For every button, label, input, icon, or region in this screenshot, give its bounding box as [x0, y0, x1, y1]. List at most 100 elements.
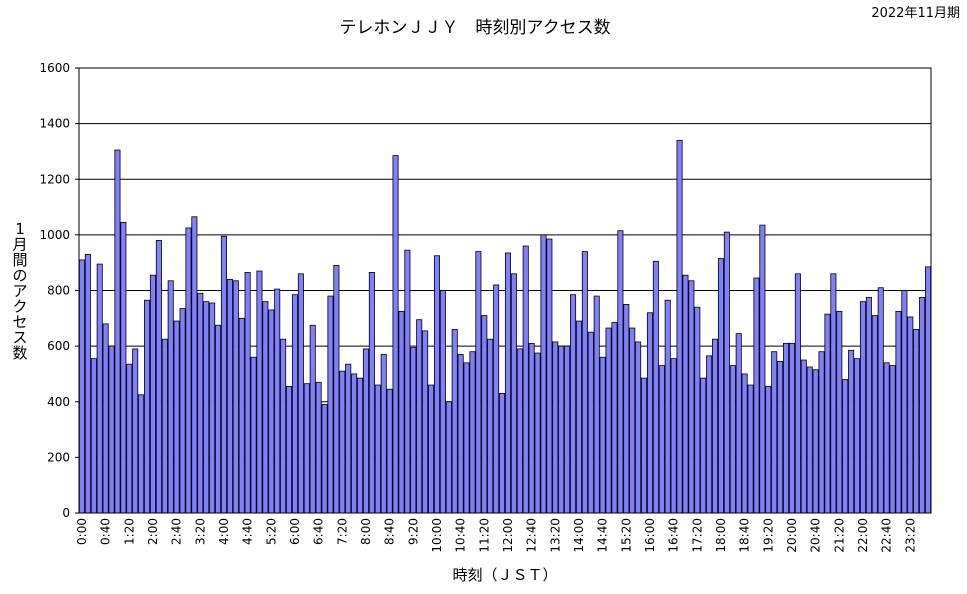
- bar: [646, 312, 653, 514]
- bar: [913, 329, 920, 514]
- chart-title: テレホンＪＪＹ 時刻別アクセス数: [339, 18, 610, 38]
- x-tick-label: 20:00: [785, 518, 799, 553]
- bar: [812, 369, 819, 514]
- x-tick-label: 17:20: [690, 518, 704, 553]
- bar: [268, 309, 275, 514]
- bar: [469, 351, 476, 514]
- bar: [238, 317, 245, 514]
- bar: [149, 274, 156, 514]
- y-axis-title-char: 1: [15, 220, 25, 238]
- period-label: 2022年11月期: [871, 6, 960, 21]
- bar: [889, 365, 896, 514]
- bar: [286, 386, 293, 514]
- bar: [788, 342, 795, 514]
- bar: [877, 287, 884, 514]
- bar: [570, 294, 577, 514]
- bar: [244, 272, 251, 514]
- x-tick-label: 13:20: [548, 518, 562, 553]
- bar: [735, 333, 742, 514]
- bar: [859, 301, 866, 514]
- y-axis-title-char: ク: [12, 298, 27, 316]
- x-axis-ticks: 0:00 0:40 1:20 2:00 2:40 3:20 4:00 4:40 5:20 6:00…: [75, 518, 917, 553]
- x-tick-label: 21:20: [832, 518, 846, 553]
- bar: [392, 155, 399, 514]
- bar: [345, 363, 352, 514]
- bar: [753, 277, 760, 514]
- bar: [256, 270, 263, 514]
- x-tick-label: 10:40: [454, 518, 468, 553]
- bar: [404, 249, 411, 514]
- y-axis-title-char: の: [12, 267, 27, 285]
- bar: [895, 310, 902, 514]
- bar: [510, 273, 517, 514]
- x-axis-title: 時刻（ＪＳＴ）: [452, 566, 557, 584]
- bar: [747, 384, 754, 514]
- x-tick-label: 8:40: [383, 518, 397, 545]
- bar: [374, 384, 381, 514]
- bar: [516, 348, 523, 514]
- x-tick-label: 23:20: [903, 518, 917, 553]
- bar: [907, 316, 914, 514]
- bar: [274, 288, 281, 514]
- x-tick-label: 14:40: [596, 518, 610, 553]
- x-tick-label: 1:20: [122, 518, 136, 545]
- bar: [794, 273, 801, 514]
- bar: [676, 139, 683, 514]
- x-tick-label: 11:20: [477, 518, 491, 553]
- bar: [587, 331, 594, 514]
- bar: [605, 327, 612, 514]
- bar: [575, 320, 582, 514]
- bar: [842, 379, 849, 514]
- x-tick-label: 20:40: [809, 518, 823, 553]
- bar: [422, 330, 429, 514]
- bar: [836, 310, 843, 514]
- bar: [303, 383, 310, 514]
- x-tick-label: 18:00: [714, 518, 728, 553]
- x-tick-label: 22:40: [880, 518, 894, 553]
- bar: [250, 356, 257, 514]
- bar: [179, 308, 186, 514]
- bar: [380, 354, 387, 514]
- bar: [599, 356, 606, 514]
- bar: [132, 348, 139, 514]
- bar: [126, 363, 133, 514]
- bar: [670, 358, 677, 514]
- y-axis-title-char: ア: [12, 282, 27, 300]
- y-tick-label: 200: [47, 450, 70, 464]
- x-tick-label: 22:00: [856, 518, 870, 553]
- bar: [682, 274, 689, 514]
- bar: [102, 323, 109, 514]
- bar: [167, 280, 174, 514]
- bar: [481, 315, 488, 514]
- bar: [155, 240, 162, 514]
- bar: [629, 327, 636, 514]
- bar: [652, 260, 659, 514]
- bar: [108, 345, 115, 514]
- bar: [499, 393, 506, 514]
- bar: [173, 320, 180, 514]
- y-tick-label: 1200: [39, 172, 70, 186]
- bar: [309, 324, 316, 514]
- bar: [848, 349, 855, 514]
- bar: [445, 401, 452, 514]
- x-tick-label: 5:20: [264, 518, 278, 545]
- bar: [522, 245, 529, 514]
- y-axis-title-char: セ: [12, 313, 27, 331]
- bar: [220, 235, 227, 514]
- bar: [771, 351, 778, 514]
- bar: [161, 338, 168, 514]
- bar: [564, 345, 571, 514]
- bar: [871, 315, 878, 514]
- bar: [209, 302, 216, 514]
- bar: [327, 295, 334, 514]
- x-tick-label: 4:00: [217, 518, 231, 545]
- bar: [664, 299, 671, 514]
- x-tick-label: 9:20: [406, 518, 420, 545]
- bar: [215, 324, 222, 514]
- bar: [439, 290, 446, 514]
- bar: [901, 290, 908, 514]
- bar: [635, 341, 642, 514]
- bar: [706, 355, 713, 514]
